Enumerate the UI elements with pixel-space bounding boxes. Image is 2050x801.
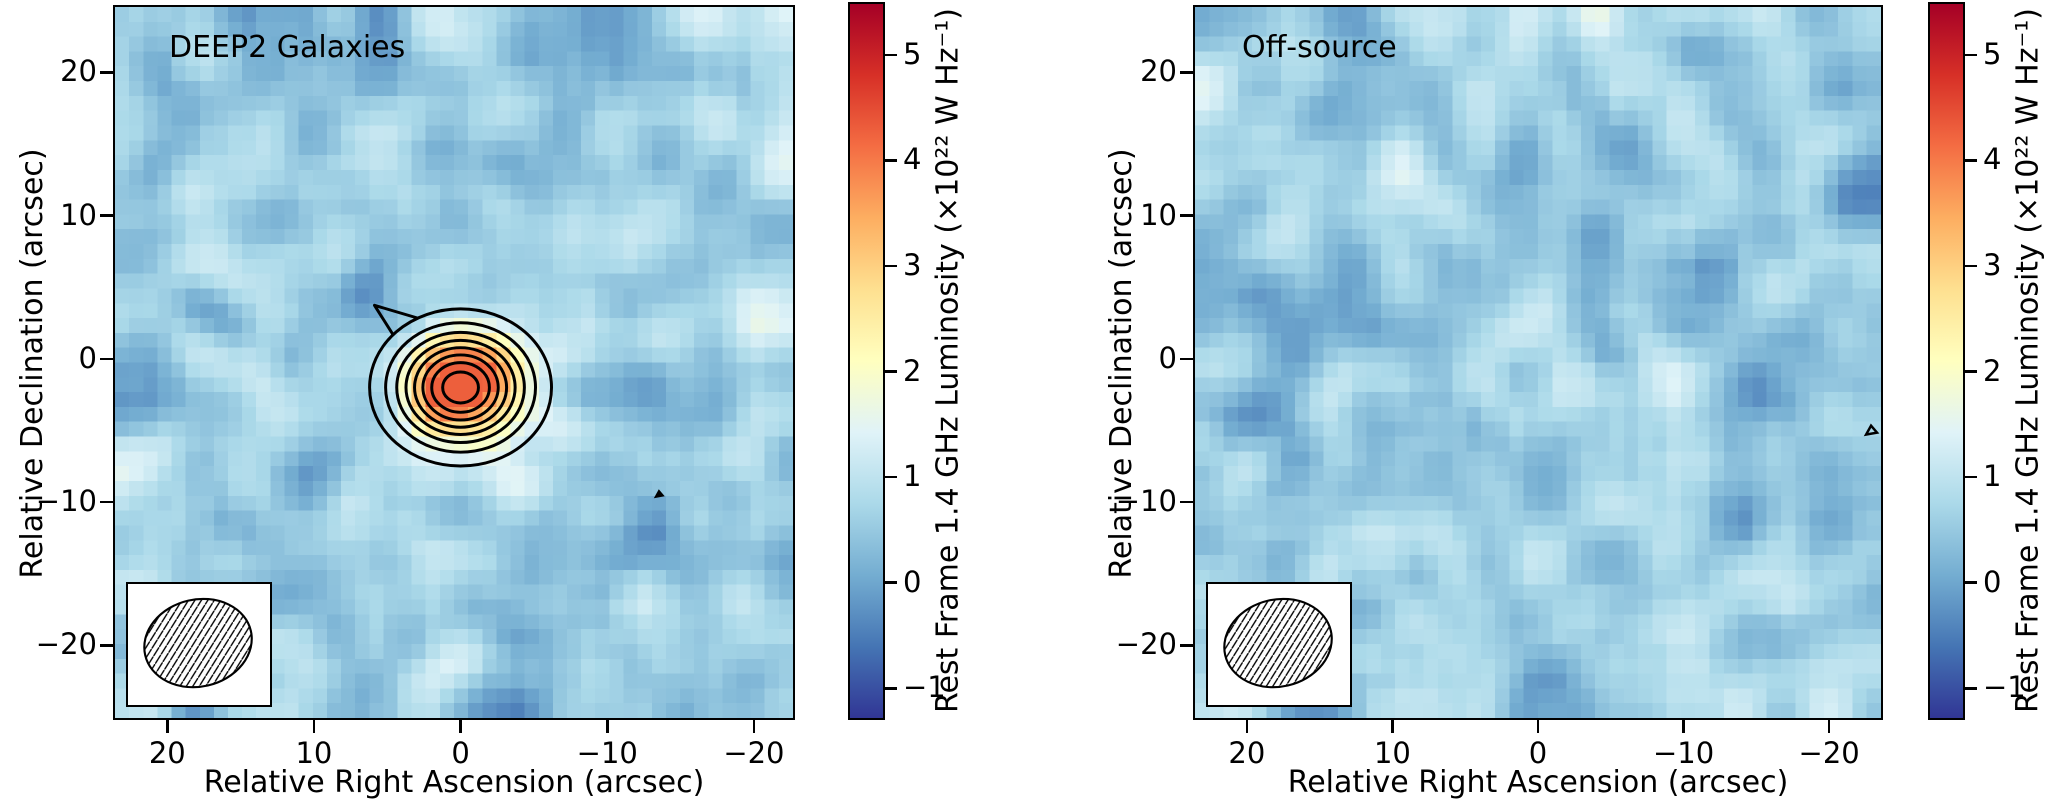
colorbar-tick-label: −1 [903,670,946,705]
y-tick-label: 0 [78,340,97,375]
colorbar-tick-label: 2 [903,353,922,388]
colorbar-tick-mark [885,687,897,690]
y-tick-label: −20 [1115,627,1177,662]
colorbar-tick-label: 3 [1983,247,2002,282]
x-tick-mark [752,720,756,733]
colorbar-tick-label: 5 [1983,36,2002,71]
panel-title-off-source: Off-source [1242,30,1397,65]
noise-speck-contour [1863,423,1880,437]
x-tick-mark [1682,720,1685,733]
colorbar-tick-label: 4 [903,142,922,177]
beam-inset-box [1206,582,1352,707]
x-tick-label: 0 [1528,736,1548,770]
colorbar-tick-mark [1965,53,1977,57]
colorbar-tick-label: 1 [1983,459,2002,494]
colorbar-right [1928,2,1965,720]
y-tick-label: 0 [1158,340,1177,375]
x-axis-label-left: Relative Right Ascension (arcsec) [203,765,705,800]
colorbar-tick-mark [1965,159,1977,162]
deep2-heatmap-image [115,7,793,718]
y-tick-mark [100,500,113,504]
y-tick-mark [100,357,113,361]
colorbar-tick-label: 5 [903,36,922,71]
x-tick-mark [1391,720,1394,733]
x-tick-mark [459,720,462,733]
x-tick-label: 10 [295,736,333,770]
colorbar-tick-mark [1965,475,1977,479]
colorbar-tick-mark [885,475,897,479]
beam-inset-box [126,582,272,707]
x-tick-label: 20 [148,736,186,770]
y-tick-mark [1180,357,1193,361]
colorbar-tick-mark [885,159,897,162]
beam-ellipse-icon [143,597,253,689]
y-tick-mark [1180,214,1193,217]
colorbar-tick-label: 0 [903,564,922,599]
x-tick-mark [166,720,169,733]
y-tick-label: 20 [1140,54,1177,89]
x-tick-mark [312,720,316,733]
y-tick-mark [100,214,113,217]
y-tick-label: −20 [35,627,97,662]
y-tick-label: −10 [1115,484,1177,519]
colorbar-tick-mark [885,53,897,57]
x-tick-label: 20 [1228,736,1266,770]
x-tick-mark [1827,720,1831,733]
y-tick-mark [100,71,113,74]
colorbar-tick-label: 1 [903,459,922,494]
y-tick-label: 10 [1140,197,1177,232]
colorbar-tick-mark [1965,370,1977,373]
panel-title-deep2: DEEP2 Galaxies [169,30,406,65]
x-tick-label: −20 [723,736,785,770]
colorbar-tick-label: 0 [1983,564,2002,599]
y-tick-mark [1180,500,1193,504]
y-tick-mark [1180,644,1193,647]
x-tick-mark [606,720,609,733]
x-tick-label: −10 [576,736,638,770]
y-tick-mark [1180,71,1193,74]
y-tick-label: −10 [35,484,97,519]
x-tick-label: 10 [1373,736,1411,770]
colorbar-tick-mark [885,264,897,268]
noise-speck-contour [653,489,665,499]
x-axis-label-right: Relative Right Ascension (arcsec) [1287,765,1789,800]
x-tick-mark [1536,720,1540,733]
colorbar-tick-label: 4 [1983,142,2002,177]
y-tick-label: 20 [60,54,97,89]
colorbar-tick-mark [885,370,897,373]
deep2-galaxies-panel: DEEP2 Galaxies [113,5,795,720]
colorbar-tick-mark [1965,264,1977,268]
colorbar-tick-label: 3 [903,247,922,282]
colorbar-tick-label: −1 [1983,670,2026,705]
x-tick-mark [1245,720,1249,733]
y-tick-mark [100,644,113,647]
x-tick-label: 0 [451,736,470,770]
colorbar-tick-mark [885,581,897,584]
colorbar-tick-label: 2 [1983,353,2002,388]
colorbar-tick-mark [1965,687,1977,690]
x-tick-label: −10 [1652,736,1715,770]
x-tick-label: −20 [1798,736,1860,770]
beam-ellipse-icon [1223,597,1333,689]
colorbar-left [848,2,885,720]
colorbar-tick-mark [1965,581,1977,584]
off-source-panel: Off-source [1193,5,1883,720]
y-tick-label: 10 [60,197,97,232]
